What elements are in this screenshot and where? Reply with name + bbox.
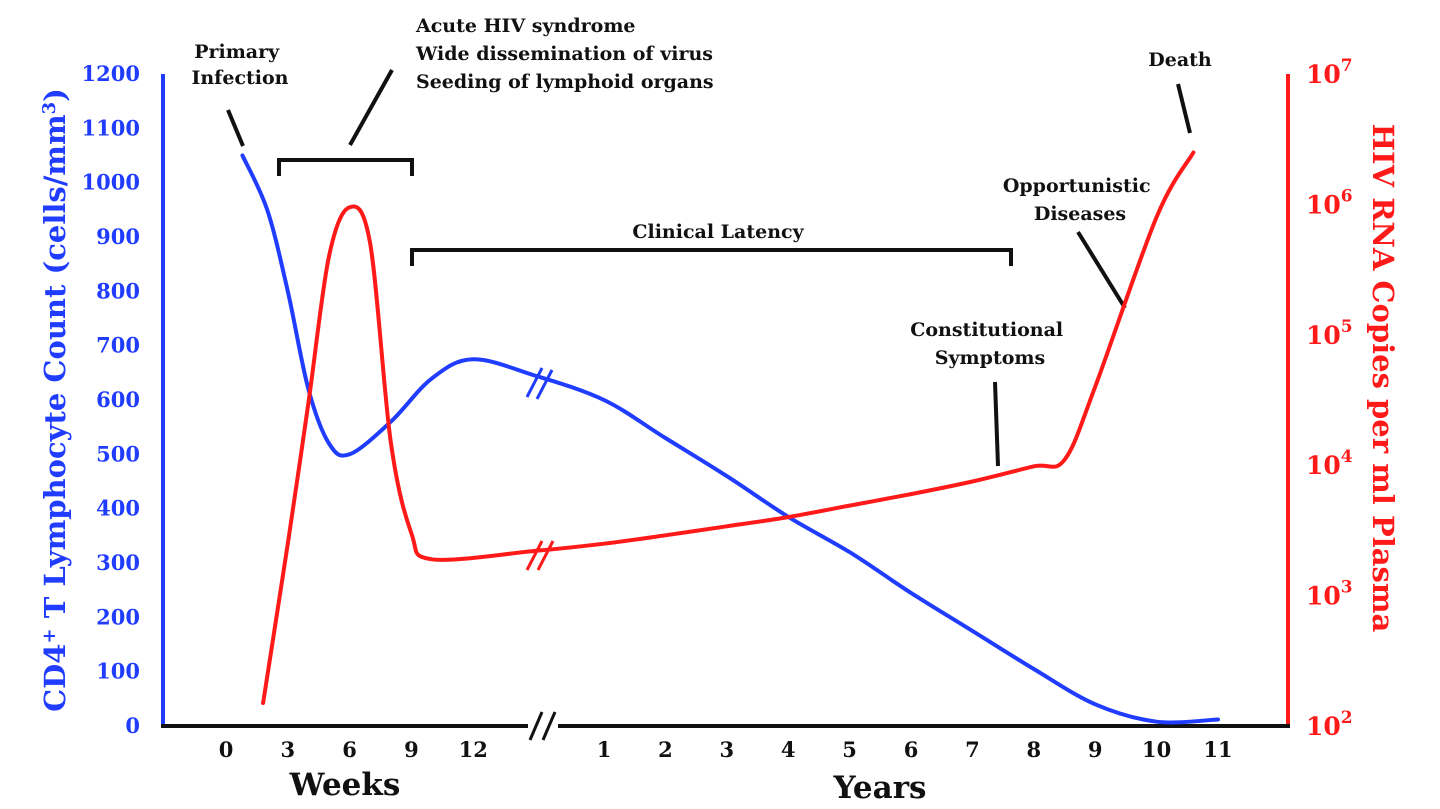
annotation-opportunistic-diseases: Opportunistic Diseases [1003, 175, 1157, 225]
x-tick-label-years: 11 [1203, 737, 1232, 762]
x-tick-label-weeks: 12 [459, 737, 488, 762]
left-tick-label: 600 [96, 387, 140, 412]
x-tick-label-years: 9 [1088, 737, 1103, 762]
left-tick-label: 900 [96, 224, 140, 249]
x-axis-unit-weeks: Weeks [289, 767, 401, 803]
x-tick-label-years: 6 [904, 737, 919, 762]
annotation-constitutional-symptoms: Constitutional Symptoms [910, 319, 1070, 369]
left-tick-label: 700 [96, 333, 140, 358]
annotation-clinical-latency: Clinical Latency [632, 221, 804, 243]
x-tick-label-years: 3 [719, 737, 734, 762]
left-tick-label: 0 [125, 713, 140, 738]
x-tick-label-years: 7 [965, 737, 980, 762]
constitutional-symptoms-leader [993, 381, 1000, 467]
left-tick-label: 500 [96, 441, 140, 466]
right-tick-label: 107 [1306, 56, 1353, 89]
left-tick-label: 1100 [82, 115, 140, 140]
x-tick-label-years: 5 [842, 737, 857, 762]
x-tick-label-weeks: 3 [280, 737, 295, 762]
left-tick-label: 400 [96, 496, 140, 521]
right-tick-label: 104 [1306, 447, 1353, 480]
x-axis-break-mark-2 [541, 711, 557, 741]
right-tick-label: 103 [1306, 578, 1353, 611]
x-tick-label-weeks: 0 [219, 737, 234, 762]
clinical-latency-bracket [410, 248, 1013, 266]
x-axis-break-mark-1 [528, 711, 544, 741]
left-tick-label: 100 [96, 659, 140, 684]
annotation-acute-hiv: Acute HIV syndrome Wide dissemination of… [415, 15, 720, 93]
x-tick-label-years: 4 [781, 737, 796, 762]
left-tick-label: 1000 [82, 170, 140, 195]
x-tick-label-years: 8 [1026, 737, 1041, 762]
rna-line-break [525, 540, 555, 571]
x-tick-label-years: 1 [597, 737, 612, 762]
left-tick-label: 800 [96, 278, 140, 303]
right-tick-label: 102 [1306, 708, 1353, 741]
right-axis-title: HIV RNA Copies per ml Plasma [1366, 124, 1400, 633]
annotation-primary-infection: Primary Infection [191, 41, 288, 89]
annotation-death: Death [1148, 49, 1212, 71]
x-tick-label-weeks: 6 [342, 737, 357, 762]
left-axis-ticks: 0 100 200 300 400 500 600 700 800 900 1000 1100 1200 [82, 61, 140, 738]
left-tick-label: 300 [96, 550, 140, 575]
x-axis-unit-years: Years [832, 770, 926, 806]
opportunistic-diseases-leader [1076, 230, 1127, 310]
primary-infection-leader [226, 109, 245, 147]
x-axis-ticks: 0 3 6 9 12 1 2 3 4 5 6 7 8 9 10 11 [219, 737, 1233, 762]
x-tick-label-years: 10 [1142, 737, 1171, 762]
hiv-rna-line [261, 150, 1196, 705]
acute-hiv-leader [348, 69, 394, 146]
cd4-line-break [525, 367, 554, 400]
x-tick-label-weeks: 9 [404, 737, 419, 762]
right-tick-label: 106 [1306, 186, 1353, 219]
left-axis-title: CD4+ T Lymphocyte Count (cells/mm3) [38, 88, 72, 712]
left-tick-label: 1200 [82, 61, 140, 86]
left-tick-label: 200 [96, 604, 140, 629]
acute-phase-bracket [277, 158, 414, 176]
death-leader [1176, 83, 1192, 134]
right-axis-ticks: 102 103 104 105 106 107 [1306, 56, 1353, 741]
x-tick-label-years: 2 [658, 737, 673, 762]
right-tick-label: 105 [1306, 317, 1353, 350]
